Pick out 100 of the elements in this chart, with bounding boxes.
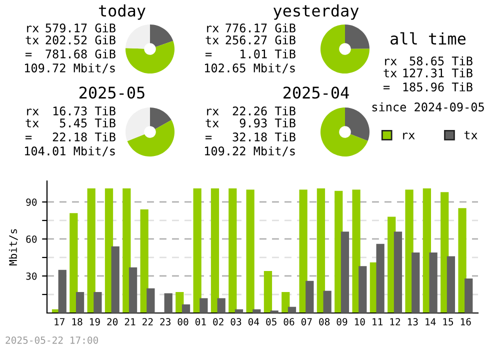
x-tick-label: 11 — [372, 318, 383, 326]
bar — [340, 232, 350, 313]
bar — [352, 190, 360, 313]
bar — [323, 290, 332, 313]
bar — [76, 292, 84, 313]
chart-title: 2025-05 — [80, 86, 144, 99]
bar — [234, 309, 244, 313]
bar — [200, 298, 208, 313]
legend-label: tx — [464, 131, 478, 140]
x-tick-label: 00 — [178, 318, 188, 326]
bar — [394, 232, 402, 313]
text: tx 5.45 TiB — [26, 118, 116, 128]
donut-slice — [126, 24, 150, 49]
bar — [164, 293, 172, 313]
x-tick-label: 04 — [248, 318, 260, 326]
bar — [306, 280, 314, 313]
bar — [146, 288, 155, 313]
x-tick-label: 16 — [460, 318, 471, 326]
y-tick-label: 90 — [26, 198, 37, 206]
legend-label: rx — [403, 132, 415, 140]
x-tick-label: 19 — [90, 318, 100, 326]
text: tx 127.31 TiB — [384, 68, 472, 78]
text: = 781.68 GiB — [26, 49, 116, 58]
bar — [288, 306, 296, 313]
donut-slice — [345, 24, 370, 49]
text: = 185.96 TiB — [384, 82, 472, 92]
x-tick-label: 02 — [213, 318, 224, 326]
x-tick-label: 13 — [408, 318, 418, 326]
bar — [446, 256, 456, 313]
text: = 1.01 TiB — [206, 49, 296, 58]
donut-slice — [150, 24, 174, 48]
text: rx 579.17 GiB — [27, 23, 116, 32]
x-tick-label: 09 — [336, 318, 348, 326]
x-tick-label: 15 — [443, 318, 454, 326]
text: 109.72 Mbit/s — [25, 63, 115, 74]
x-tick-label: 22 — [142, 318, 153, 326]
bar — [228, 188, 237, 313]
x-tick-label: 17 — [54, 318, 64, 326]
chart-title: 2025-04 — [284, 86, 349, 99]
donut-slice — [125, 107, 150, 142]
bar — [252, 309, 261, 313]
bar — [282, 292, 290, 313]
donut-slice — [127, 120, 175, 157]
chart-title: yesterday — [274, 4, 359, 20]
x-tick-label: 14 — [426, 318, 436, 326]
x-tick-label: 23 — [160, 318, 170, 326]
chart-title: today — [98, 4, 146, 20]
bar — [140, 209, 148, 313]
text: rx 58.65 TiB — [385, 56, 472, 66]
text: = 32.18 TiB — [206, 132, 296, 142]
bar — [111, 246, 120, 313]
bar — [58, 270, 66, 313]
bar — [412, 252, 420, 313]
x-tick-label: 03 — [230, 318, 242, 326]
donut-slice — [320, 107, 368, 157]
text: 2025-05-22 17:00 — [6, 336, 98, 344]
x-tick-label: 10 — [354, 318, 365, 326]
text: = 22.18 TiB — [26, 132, 116, 142]
x-tick-label: 20 — [107, 318, 118, 326]
bar — [217, 298, 226, 313]
x-tick-label: 08 — [319, 318, 330, 326]
bar — [464, 278, 473, 313]
text: tx 9.93 TiB — [206, 118, 296, 128]
bar — [94, 292, 102, 313]
donut-slice — [345, 107, 370, 141]
text: since 2024-09-05 — [372, 102, 484, 112]
bar — [182, 304, 190, 313]
bar — [210, 188, 220, 313]
text: all time — [390, 32, 466, 45]
donut-slice — [125, 40, 175, 74]
bar — [316, 188, 326, 313]
text: tx 202.52 GiB — [26, 35, 116, 44]
x-tick-label: 21 — [124, 318, 136, 326]
donut-slice — [150, 107, 172, 130]
bar — [193, 188, 202, 313]
x-tick-label: 06 — [284, 318, 294, 326]
text: 109.22 Mbit/s — [205, 146, 295, 156]
x-tick-label: 18 — [72, 318, 82, 326]
donut-slice — [320, 24, 370, 74]
bar — [246, 190, 254, 313]
bar — [376, 244, 384, 313]
text: rx 776.17 GiB — [207, 23, 296, 32]
text: rx 22.26 TiB — [207, 106, 296, 116]
bar — [358, 266, 367, 313]
text: tx 256.27 GiB — [206, 35, 296, 44]
text: 104.01 Mbit/s — [25, 146, 115, 156]
y-tick-label: 30 — [26, 272, 37, 280]
y-tick-label: 60 — [26, 235, 37, 243]
y-axis-title: Mbit/s — [8, 229, 18, 266]
x-tick-label: 05 — [266, 318, 276, 326]
x-tick-label: 01 — [195, 318, 206, 326]
text: 102.65 Mbit/s — [205, 63, 295, 74]
bar — [458, 208, 466, 313]
x-tick-label: 12 — [390, 318, 400, 326]
bar — [128, 267, 138, 313]
bar — [87, 188, 96, 313]
bar — [299, 190, 308, 313]
bar — [122, 188, 131, 313]
x-tick-label: 07 — [301, 318, 312, 326]
bar — [429, 252, 438, 313]
